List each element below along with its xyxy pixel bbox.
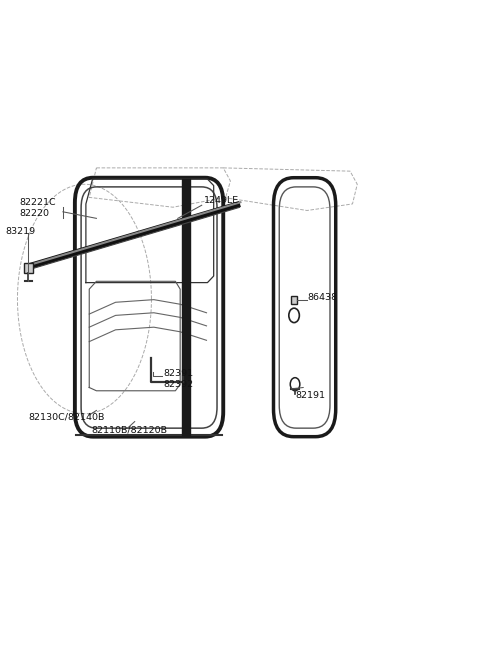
Text: 82191: 82191 xyxy=(295,391,325,400)
Text: 1249LE: 1249LE xyxy=(204,196,239,205)
Text: 86438: 86438 xyxy=(307,292,337,302)
Text: 83219: 83219 xyxy=(5,227,36,236)
Bar xyxy=(291,296,298,304)
Text: 82110B/82120B: 82110B/82120B xyxy=(92,426,168,435)
Text: 82220: 82220 xyxy=(20,210,50,218)
Bar xyxy=(24,263,33,273)
Text: 82221C: 82221C xyxy=(20,198,57,207)
Circle shape xyxy=(289,308,300,323)
Text: 82130C/82140B: 82130C/82140B xyxy=(28,413,105,422)
Text: 82392: 82392 xyxy=(163,380,193,389)
Text: 82391: 82391 xyxy=(163,369,193,378)
Circle shape xyxy=(290,378,300,391)
